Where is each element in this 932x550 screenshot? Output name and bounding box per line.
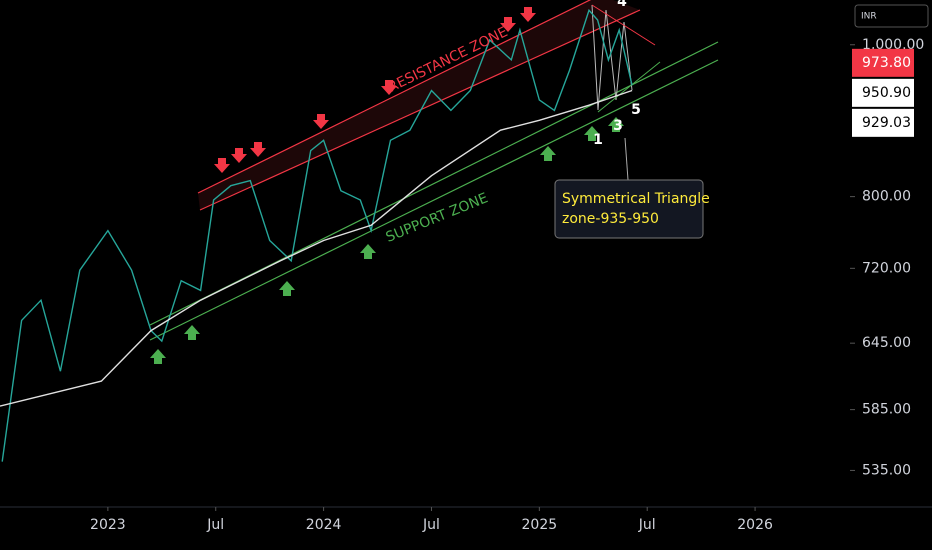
price-label: 929.03 xyxy=(862,115,911,131)
price-label-box xyxy=(852,108,914,137)
price-line xyxy=(0,89,633,407)
triangle-top xyxy=(591,4,656,46)
sell-arrows xyxy=(214,7,536,173)
x-tick-label: 2024 xyxy=(306,517,342,533)
up-arrow xyxy=(279,281,295,296)
y-tick-label: 535.00 xyxy=(862,462,911,478)
resistance-fill xyxy=(198,0,640,210)
price-label: 950.90 xyxy=(862,85,911,101)
y-tick-label: 645.00 xyxy=(862,335,911,351)
wave-label: 3 xyxy=(613,118,623,134)
down-arrow xyxy=(381,80,397,95)
currency: INR xyxy=(861,12,877,22)
up-arrow xyxy=(584,126,600,141)
buy-arrows xyxy=(150,117,624,364)
resistance-line xyxy=(197,0,592,194)
down-arrow xyxy=(520,7,536,22)
price-line xyxy=(1,8,633,462)
axis-labels: 535.00 585.00 645.00 720.00 800.00 1,000.00 20… xyxy=(90,37,924,533)
x-tick-label: Jul xyxy=(422,517,440,533)
resistance-line xyxy=(199,9,641,211)
up-arrow xyxy=(540,146,556,161)
support-line xyxy=(149,59,719,341)
wave-label: 5 xyxy=(631,102,641,118)
currency-box[interactable] xyxy=(854,4,929,28)
wave-labels: 1 3 4 5 xyxy=(593,0,641,148)
resistance-channel xyxy=(197,0,641,211)
y-tick-label: 800.00 xyxy=(862,189,911,205)
callout-text: Symmetrical Triangle xyxy=(562,191,710,207)
price-label: 973.80 xyxy=(862,55,911,71)
price-label-box xyxy=(852,48,914,77)
wave-label: 1 xyxy=(593,132,603,148)
plot xyxy=(0,8,633,462)
x-tick-label: 2025 xyxy=(522,517,558,533)
down-arrow xyxy=(214,158,230,173)
y-tick-label: 720.00 xyxy=(862,260,911,276)
x-tick-label: Jul xyxy=(206,517,224,533)
down-arrow xyxy=(250,142,266,157)
wave-line xyxy=(591,4,633,111)
up-arrow xyxy=(360,244,376,259)
price-label-box xyxy=(852,78,914,107)
x-tick-label: Jul xyxy=(638,517,656,533)
wave-label: 4 xyxy=(617,0,627,10)
triangle-bottom xyxy=(597,61,661,113)
up-arrow xyxy=(608,117,624,132)
x-tick-label: 2023 xyxy=(90,517,126,533)
y-tick-label: 585.00 xyxy=(862,402,911,418)
callout-text: zone-935-950 xyxy=(562,211,659,227)
x-tick-label: 2026 xyxy=(737,517,773,533)
down-arrow xyxy=(500,17,516,32)
up-arrow xyxy=(150,349,166,364)
y-tick-label: 1,000.00 xyxy=(862,37,924,53)
down-arrow xyxy=(313,114,329,129)
callout-box xyxy=(554,179,704,239)
down-arrow xyxy=(231,148,247,163)
up-arrow xyxy=(184,325,200,340)
callout-line xyxy=(624,137,629,181)
triangle xyxy=(591,4,661,113)
